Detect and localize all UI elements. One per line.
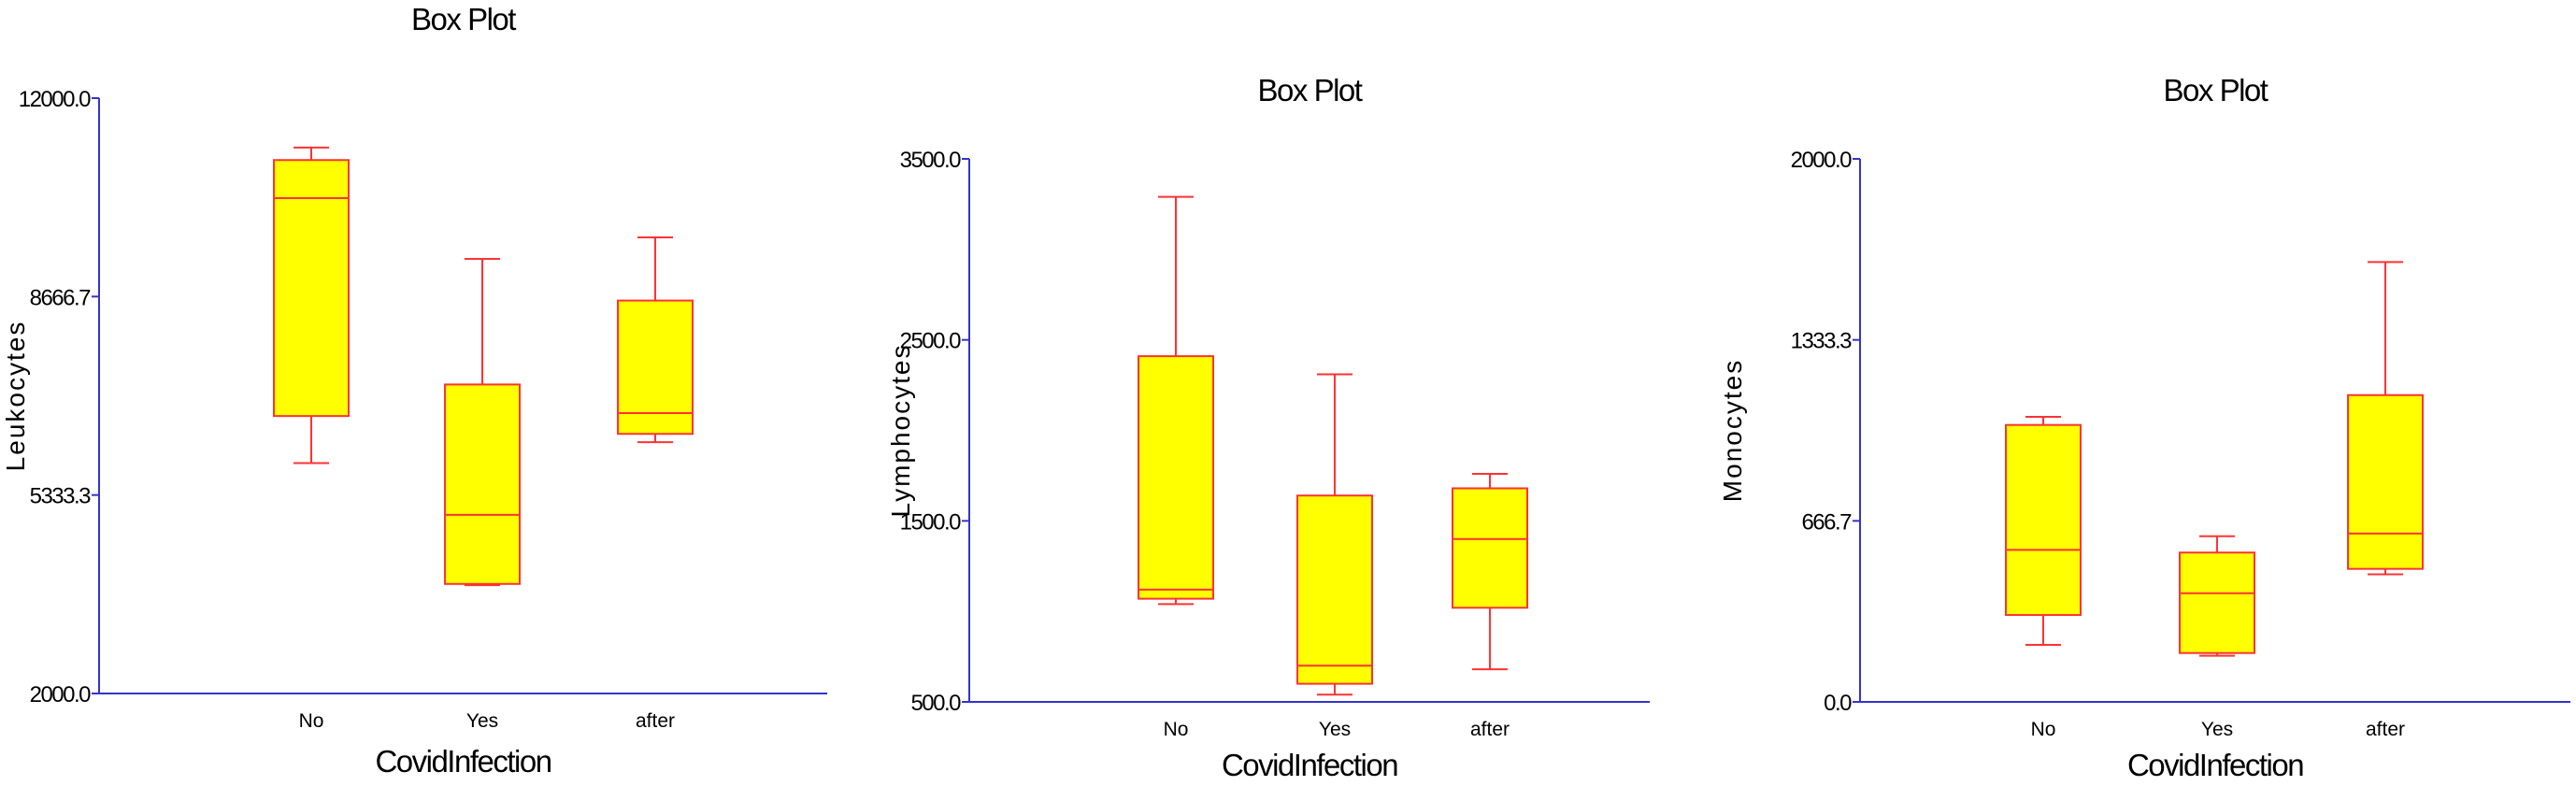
- chart-title: Box Plot: [411, 2, 516, 36]
- y-axis-label: Lymphocytes: [886, 344, 915, 518]
- box-yes: [1296, 373, 1373, 696]
- x-tick-label: Yes: [1319, 719, 1351, 740]
- y-tick-label: 1500.0: [900, 509, 962, 535]
- x-tick-label: after: [1470, 719, 1510, 740]
- chart-panel-2: Box Plot 3500.0 2500.0 1500.0 500.0 No Yes afte…: [886, 73, 1650, 782]
- iqr-box: [2005, 423, 2082, 617]
- box-after: [617, 236, 694, 444]
- iqr-box: [1138, 355, 1214, 600]
- x-axis-label: CovidInfection: [2127, 748, 2303, 781]
- y-tick-label: 1333.3: [1791, 329, 1853, 354]
- box-yes: [2179, 535, 2255, 657]
- box-yes: [444, 257, 521, 587]
- y-tick-label: 2000.0: [1791, 148, 1853, 173]
- iqr-box: [2179, 551, 2255, 654]
- iqr-box: [1452, 487, 1528, 609]
- y-tick-label: 5333.3: [30, 484, 92, 509]
- y-axis-label: Monocytes: [1718, 359, 1747, 502]
- x-tick-label: No: [299, 710, 324, 732]
- iqr-box: [2347, 393, 2424, 570]
- x-tick-label: No: [2031, 719, 2056, 740]
- x-tick-label: after: [2366, 719, 2405, 740]
- iqr-box: [617, 299, 694, 436]
- chart-panel-3: Box Plot 2000.0 1333.3 666.7 0.0 No Yes after Co…: [1718, 73, 2570, 782]
- x-tick-label: Yes: [466, 710, 498, 732]
- y-tick-label: 3500.0: [900, 148, 962, 173]
- y-tick-label: 2000.0: [30, 682, 92, 707]
- chart-title: Box Plot: [2164, 73, 2268, 107]
- y-tick-label: 8666.7: [30, 285, 92, 310]
- x-tick-label: Yes: [2201, 719, 2233, 740]
- y-axis-label: Leukocytes: [1, 321, 30, 472]
- iqr-box: [1296, 494, 1373, 685]
- y-tick-label: 500.0: [910, 691, 961, 716]
- y-tick-label: 12000.0: [19, 87, 91, 112]
- iqr-box: [444, 383, 521, 585]
- iqr-box: [273, 159, 350, 418]
- y-tick-label: 666.7: [1801, 509, 1852, 535]
- x-tick-label: after: [636, 710, 675, 732]
- box-no: [1138, 195, 1214, 606]
- x-axis-label: CovidInfection: [375, 744, 551, 779]
- box-after: [1452, 472, 1528, 671]
- box-no: [2005, 415, 2082, 646]
- x-axis-label: CovidInfection: [1222, 748, 1397, 781]
- box-after: [2347, 261, 2424, 576]
- x-tick-label: No: [1164, 719, 1189, 740]
- y-tick-label: 0.0: [1824, 691, 1852, 716]
- chart-panel-1: Box Plot 12000.0 8666.7 5333.3 2000.0 No Yes af…: [1, 2, 827, 779]
- chart-title: Box Plot: [1258, 73, 1363, 107]
- box-no: [273, 146, 350, 464]
- y-tick-label: 2500.0: [900, 329, 962, 354]
